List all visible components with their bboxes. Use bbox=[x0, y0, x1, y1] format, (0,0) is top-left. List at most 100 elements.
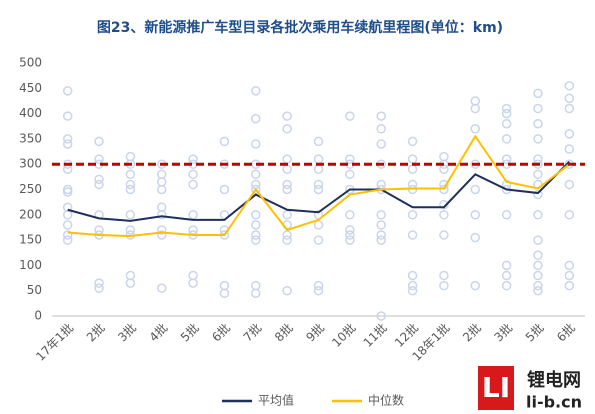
data-point bbox=[313, 235, 324, 245]
data-point bbox=[564, 270, 575, 281]
x-tick-label: 11批 bbox=[360, 320, 390, 350]
data-point bbox=[94, 154, 104, 164]
data-point bbox=[533, 250, 543, 261]
data-point bbox=[251, 235, 261, 245]
data-point bbox=[564, 260, 575, 271]
data-point bbox=[439, 151, 449, 162]
data-point bbox=[125, 278, 136, 288]
x-tick-label: 3批 bbox=[491, 320, 515, 344]
data-point bbox=[533, 270, 543, 281]
data-point bbox=[219, 136, 230, 147]
data-point bbox=[564, 210, 575, 220]
data-point bbox=[501, 270, 512, 281]
data-point bbox=[533, 280, 543, 291]
data-point bbox=[313, 285, 324, 296]
watermark-site: li-b.cn bbox=[526, 393, 582, 412]
data-point bbox=[470, 280, 481, 291]
data-point bbox=[470, 103, 481, 114]
data-point bbox=[345, 230, 355, 240]
x-tick-label: 5批 bbox=[177, 320, 201, 344]
y-tick-label: 400 bbox=[19, 106, 42, 120]
data-point bbox=[376, 179, 386, 190]
data-point bbox=[439, 230, 449, 240]
data-point bbox=[470, 184, 481, 195]
data-point bbox=[251, 113, 261, 124]
x-tick-label: 4批 bbox=[146, 320, 170, 344]
data-point bbox=[313, 154, 324, 164]
data-point bbox=[219, 280, 230, 291]
data-point bbox=[251, 210, 261, 220]
data-point bbox=[282, 164, 292, 175]
data-point bbox=[439, 184, 449, 195]
logo-box bbox=[478, 366, 514, 410]
data-point bbox=[188, 278, 198, 288]
data-point bbox=[376, 139, 386, 149]
data-point bbox=[407, 285, 418, 296]
data-point bbox=[407, 270, 418, 281]
data-point bbox=[125, 151, 136, 162]
data-point bbox=[533, 134, 543, 144]
data-point bbox=[501, 210, 512, 220]
data-point bbox=[156, 177, 167, 187]
data-point bbox=[219, 184, 230, 195]
data-point bbox=[251, 230, 261, 240]
data-point bbox=[313, 184, 324, 195]
y-tick-label: 300 bbox=[19, 157, 42, 171]
logo: LI bbox=[482, 371, 510, 404]
data-point bbox=[345, 225, 355, 235]
data-point bbox=[470, 124, 481, 134]
data-point bbox=[94, 283, 104, 293]
data-point bbox=[533, 235, 543, 245]
data-point bbox=[501, 260, 512, 271]
data-point bbox=[62, 187, 73, 197]
data-point bbox=[282, 235, 292, 245]
data-point bbox=[94, 179, 104, 190]
data-point bbox=[376, 230, 386, 240]
data-point bbox=[156, 210, 167, 220]
chart-title: 图23、新能源推广车型目录各批次乘用车续航里程图(单位：km) bbox=[97, 19, 503, 36]
data-point bbox=[251, 220, 261, 230]
data-point bbox=[376, 111, 386, 121]
data-point bbox=[376, 124, 386, 134]
series-line bbox=[67, 160, 571, 222]
data-point bbox=[533, 118, 543, 129]
data-point bbox=[501, 103, 512, 114]
data-point bbox=[501, 280, 512, 291]
y-tick-label: 350 bbox=[19, 131, 42, 145]
x-tick-label: 3批 bbox=[114, 320, 138, 344]
data-point bbox=[282, 111, 292, 121]
data-point bbox=[251, 280, 261, 291]
data-point bbox=[501, 154, 512, 164]
data-point bbox=[188, 270, 198, 281]
data-point bbox=[376, 220, 386, 230]
data-point bbox=[94, 136, 104, 147]
y-tick-label: 100 bbox=[19, 258, 42, 272]
data-point bbox=[439, 210, 449, 220]
y-tick-label: 200 bbox=[19, 207, 42, 221]
x-tick-label: 2批 bbox=[459, 320, 483, 344]
data-point bbox=[501, 134, 512, 144]
x-tick-label: 10批 bbox=[329, 320, 359, 350]
data-point bbox=[376, 210, 386, 220]
data-point bbox=[62, 164, 73, 175]
data-point bbox=[62, 86, 73, 96]
data-point bbox=[219, 288, 230, 298]
data-point bbox=[533, 285, 543, 296]
x-tick-label: 6批 bbox=[209, 320, 233, 344]
data-point bbox=[156, 225, 167, 235]
x-tick-label: 17年1批 bbox=[32, 320, 76, 364]
data-point bbox=[251, 169, 261, 180]
data-point bbox=[564, 81, 575, 91]
data-point bbox=[156, 184, 167, 195]
data-point bbox=[282, 184, 292, 195]
y-tick-label: 250 bbox=[19, 182, 42, 196]
x-tick-label: 7批 bbox=[240, 320, 264, 344]
data-point bbox=[345, 210, 355, 220]
x-tick-label: 9批 bbox=[303, 320, 327, 344]
data-point bbox=[251, 288, 261, 298]
data-point bbox=[188, 210, 198, 220]
data-point bbox=[94, 278, 104, 288]
data-point bbox=[156, 230, 167, 240]
data-point bbox=[376, 311, 386, 321]
